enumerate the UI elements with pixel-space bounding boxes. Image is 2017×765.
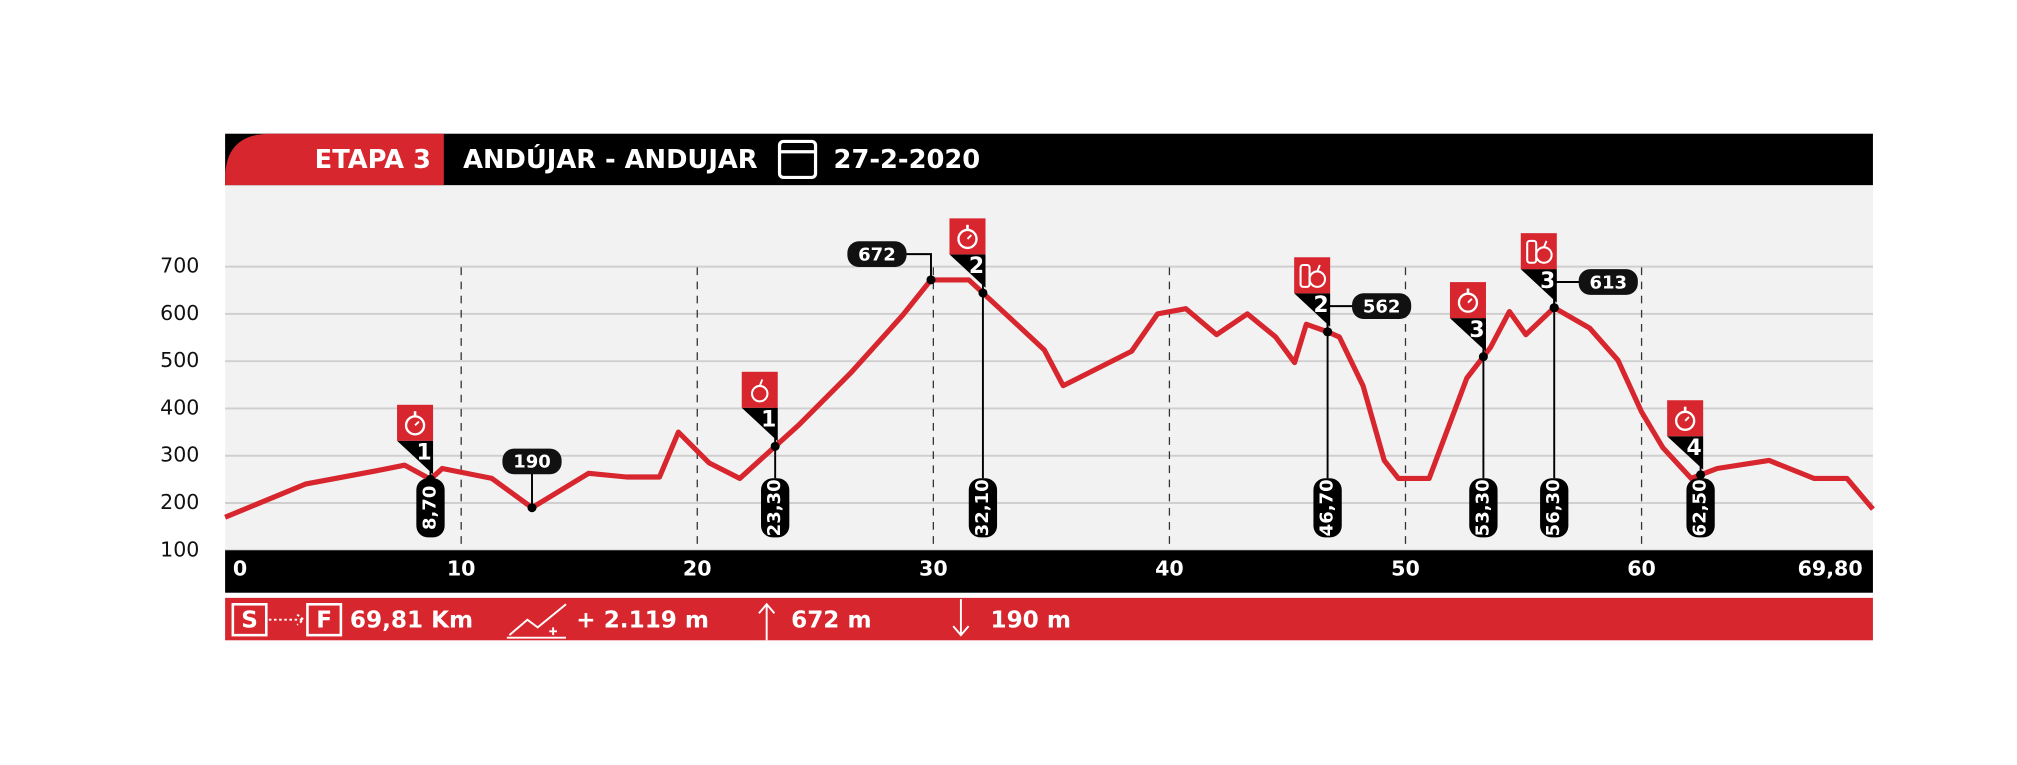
elevation-label: 613 xyxy=(1589,272,1627,293)
finish-box xyxy=(306,603,343,637)
waypoint-flag xyxy=(1667,436,1704,470)
waypoint-icon xyxy=(1667,400,1704,437)
y-tick-label: 300 xyxy=(160,443,199,467)
waypoint-icon xyxy=(741,371,778,408)
km-label: 32,10 xyxy=(972,479,993,536)
km-pill xyxy=(1540,478,1569,538)
elevation-pill xyxy=(1578,269,1638,295)
waypoint-flag xyxy=(397,440,434,475)
x-tick-label: 69,80 xyxy=(1798,557,1863,581)
max-altitude: 672 m xyxy=(791,608,871,634)
x-tick-label: 30 xyxy=(919,557,948,581)
waypoint-dot xyxy=(770,441,780,451)
waypoint-flag xyxy=(741,407,778,442)
waypoint-number: 2 xyxy=(969,254,984,279)
waypoint-icon xyxy=(1449,282,1486,319)
km-label: 23,30 xyxy=(764,479,785,536)
header-bar xyxy=(225,133,1873,186)
km-label: 53,30 xyxy=(1472,479,1493,536)
apple-stem xyxy=(1316,264,1321,272)
elevation-dot xyxy=(527,503,537,513)
km-label: 56,30 xyxy=(1543,479,1564,536)
plot-area xyxy=(225,183,1873,551)
waypoint-icon xyxy=(1294,257,1331,294)
apple xyxy=(1308,270,1327,288)
x-tick-label: 60 xyxy=(1627,557,1656,581)
km-label: 46,70 xyxy=(1317,479,1338,536)
waypoint-flag xyxy=(1449,318,1486,352)
km-pill xyxy=(1469,478,1498,538)
x-axis-band xyxy=(225,550,1873,593)
elevation-line xyxy=(224,277,1875,520)
waypoint-number: 1 xyxy=(416,441,431,466)
start-box xyxy=(231,603,268,637)
climb: + 2.119 m xyxy=(576,608,709,634)
finish: F xyxy=(316,608,332,634)
timer-hand xyxy=(1467,298,1473,304)
waypoint-number: 3 xyxy=(1469,318,1484,343)
y-tick-label: 700 xyxy=(160,254,199,278)
y-tick-label: 200 xyxy=(160,490,199,514)
x-tick-label: 50 xyxy=(1391,557,1420,581)
km-pill xyxy=(968,478,998,538)
waypoint-number: 1 xyxy=(761,408,776,433)
elevation-dot xyxy=(926,275,936,285)
elevation-pill xyxy=(502,448,562,475)
up-icon xyxy=(758,602,776,641)
km-pill xyxy=(761,478,790,538)
waypoint-icon xyxy=(1520,233,1557,270)
waypoint-dot xyxy=(1696,470,1706,480)
waypoint-number: 4 xyxy=(1687,436,1702,461)
waypoint-flag xyxy=(949,254,986,288)
waypoint-number: 3 xyxy=(1540,269,1555,294)
timer-hand xyxy=(414,420,420,427)
y-tick-label: 500 xyxy=(160,348,199,372)
calendar-icon xyxy=(777,139,818,180)
km-pill xyxy=(416,478,445,538)
elevation-pill xyxy=(847,241,907,267)
x-tick-label: 0 xyxy=(233,557,247,581)
x-tick-label: 40 xyxy=(1155,557,1184,581)
y-tick-label: 600 xyxy=(160,301,199,325)
waypoint-dot xyxy=(978,288,988,298)
x-tick-label: 10 xyxy=(447,557,476,581)
elevation-pill xyxy=(1352,293,1412,319)
y-tick-label: 400 xyxy=(160,395,199,419)
waypoint-flag xyxy=(1520,269,1557,303)
x-tick-label: 20 xyxy=(683,557,712,581)
down-icon xyxy=(952,599,970,637)
timer-hand xyxy=(966,234,973,240)
stage: ETAPA 3 xyxy=(315,145,431,175)
elevation-dot xyxy=(1323,327,1333,337)
stage-tab xyxy=(225,133,444,186)
km-pill xyxy=(1313,478,1342,538)
start: S xyxy=(241,608,258,634)
date: 27-2-2020 xyxy=(834,145,981,175)
elevation-label: 562 xyxy=(1363,296,1401,317)
climb-icon xyxy=(506,603,567,639)
min-altitude: 190 m xyxy=(990,608,1070,634)
apple-stem xyxy=(1543,240,1548,248)
km-label: 62,50 xyxy=(1690,479,1711,536)
summary-bar xyxy=(225,597,1873,641)
km-pill xyxy=(1686,478,1715,538)
waypoint-icon xyxy=(949,218,986,255)
distance: 69,81 Km xyxy=(350,608,473,634)
y-tick-label: 100 xyxy=(160,537,199,561)
waypoint-number: 2 xyxy=(1314,293,1329,318)
km-label: 8,70 xyxy=(419,486,440,530)
elevation-dot xyxy=(1549,303,1559,313)
waypoint-icon xyxy=(397,404,434,441)
elevation-label: 190 xyxy=(513,452,551,473)
waypoint-dot xyxy=(1478,352,1488,362)
apple-stem xyxy=(758,379,764,387)
timer-hand xyxy=(1684,416,1690,422)
elevation-label: 672 xyxy=(858,244,896,265)
route: ANDÚJAR - ANDUJAR xyxy=(463,143,758,175)
arrow xyxy=(268,613,306,626)
